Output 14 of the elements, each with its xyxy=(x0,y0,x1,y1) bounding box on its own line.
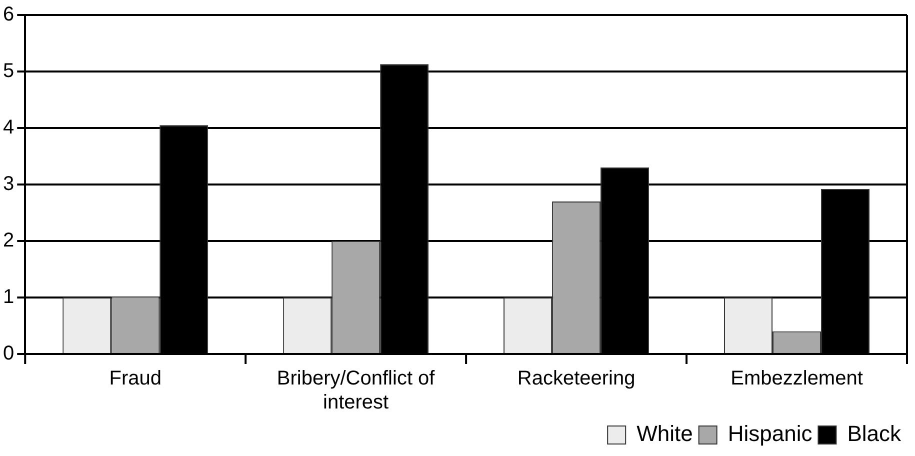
y-tick-label: 2 xyxy=(3,230,14,252)
x-tick-label: Embezzlement xyxy=(730,368,864,390)
y-tick-label: 1 xyxy=(3,286,14,308)
x-tick-label: Fraud xyxy=(109,368,162,390)
legend-label: Hispanic xyxy=(728,421,812,446)
y-tick-label: 6 xyxy=(3,4,14,26)
y-tick-label: 3 xyxy=(3,173,14,196)
y-tick-label: 0 xyxy=(3,342,14,365)
x-tick-label: Racketeering xyxy=(517,368,636,390)
legend-label: White xyxy=(636,421,693,446)
x-tick-label: Bribery/Conflict of interest xyxy=(276,368,436,414)
y-tick-label: 4 xyxy=(3,116,14,139)
y-tick-label: 5 xyxy=(3,60,14,82)
legend-label: Black xyxy=(847,421,902,446)
